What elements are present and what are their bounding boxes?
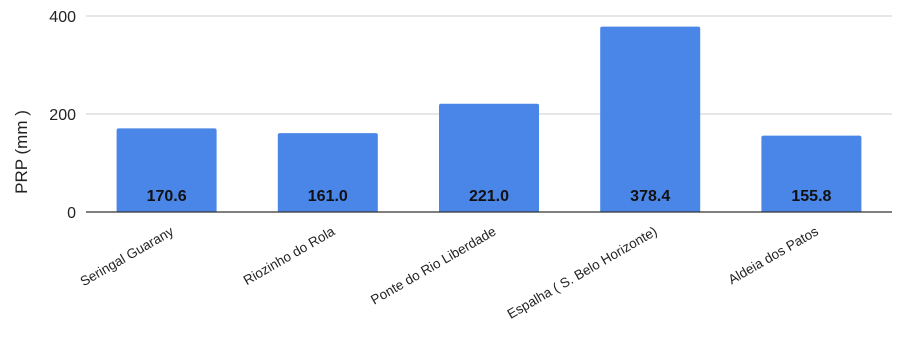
y-tick-labels: 0 200 400 [49, 9, 76, 222]
category-label: Seringal Guarany [78, 223, 177, 289]
bar [277, 133, 378, 212]
y-axis-title: PRP (mm ) [12, 110, 31, 194]
bars [116, 26, 862, 212]
y-tick-label: 0 [67, 205, 76, 222]
bar [439, 103, 539, 212]
bar [116, 128, 217, 212]
data-label: 378.4 [630, 188, 670, 205]
data-label: 170.6 [147, 188, 187, 205]
category-label: Riozinho do Rola [241, 223, 338, 288]
category-labels: Seringal Guarany Riozinho do Rola Ponte do… [78, 223, 821, 321]
category-label: Espalha ( S. Belo Horizonte) [505, 224, 660, 322]
y-tick-label: 400 [49, 9, 76, 26]
data-labels: 170.6 161.0 221.0 378.4 155.8 [147, 188, 832, 205]
bar [761, 135, 862, 212]
data-label: 221.0 [469, 188, 509, 205]
category-label: Aldeia dos Patos [726, 223, 821, 287]
gridlines [86, 15, 892, 115]
y-tick-label: 200 [49, 107, 76, 124]
category-label: Ponte do Rio Liberdade [368, 224, 498, 308]
data-label: 161.0 [308, 188, 348, 205]
bar [600, 26, 701, 212]
data-label: 155.8 [791, 188, 831, 205]
